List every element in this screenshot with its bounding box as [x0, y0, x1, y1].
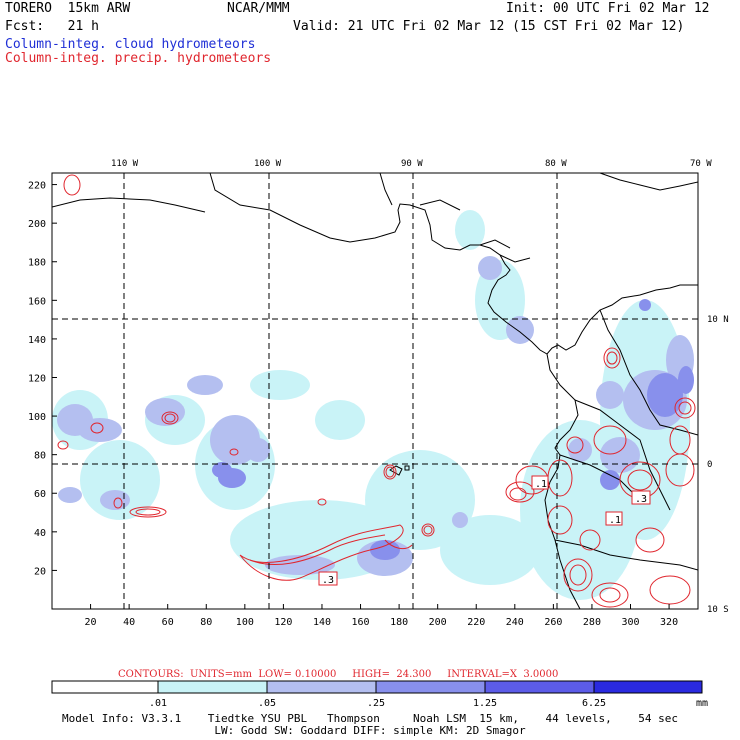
y-tick-label: 200 — [28, 219, 46, 230]
lon-label: 80 W — [545, 159, 567, 169]
legend-swatch — [51, 680, 159, 694]
legend-swatch — [593, 680, 703, 694]
x-tick-label: 20 — [85, 617, 97, 628]
init-time: Init: 00 UTC Fri 02 Mar 12 — [506, 1, 710, 16]
lon-label: 100 W — [254, 159, 282, 169]
x-ticks — [90, 604, 670, 609]
contour-label: .1 — [609, 515, 621, 526]
legend-swatch — [157, 680, 268, 694]
legend-swatch — [375, 680, 486, 694]
y-tick-label: 180 — [28, 258, 46, 269]
contour-labels: .3 .1 .3 .1 — [318, 475, 651, 586]
longitude-labels: 110 W 100 W 90 W 80 W 70 W — [111, 159, 712, 169]
latitude-labels: 10 N 0 10 S — [707, 315, 729, 615]
contour-label: .3 — [322, 575, 334, 586]
model-info-line: Model Info: V3.3.1 Tiedtke YSU PBL Thomp… — [62, 712, 678, 725]
lon-label: 70 W — [690, 159, 712, 169]
x-tick-label: 280 — [583, 617, 601, 628]
y-tick-labels: 220 200 180 160 140 120 100 80 60 40 20 — [28, 181, 46, 578]
y-tick-label: 220 — [28, 181, 46, 192]
x-tick-labels: 20 40 60 80 100 120 140 160 180 200 220 240 260 280 30… — [85, 617, 679, 628]
legend-tick: .01 — [149, 698, 167, 709]
x-tick-label: 140 — [313, 617, 331, 628]
y-tick-label: 80 — [34, 451, 46, 462]
color-legend: .01 .05 .25 1.25 6.25 mm — [51, 680, 708, 709]
precip-field-label: Column-integ. precip. hydrometeors — [5, 51, 272, 66]
forecast-hour: Fcst: 21 h — [5, 19, 99, 34]
legend-swatch — [484, 680, 595, 694]
gridlines — [52, 173, 698, 609]
y-tick-label: 120 — [28, 373, 46, 384]
physics-info-line: LW: Godd SW: Goddard DIFF: simple KM: 2D… — [214, 724, 526, 737]
x-tick-label: 120 — [274, 617, 292, 628]
legend-tick: .25 — [367, 698, 385, 709]
x-tick-label: 60 — [162, 617, 174, 628]
cloud-shading-dark — [212, 299, 694, 560]
contour-label: .1 — [535, 479, 547, 490]
legend-unit: mm — [696, 698, 708, 709]
x-tick-label: 80 — [200, 617, 212, 628]
contour-label: .3 — [635, 494, 647, 505]
lon-label: 90 W — [401, 159, 423, 169]
y-tick-label: 140 — [28, 335, 46, 346]
x-tick-label: 300 — [621, 617, 639, 628]
shading-layer — [52, 210, 694, 600]
x-tick-label: 200 — [429, 617, 447, 628]
x-tick-label: 160 — [352, 617, 370, 628]
x-tick-label: 100 — [236, 617, 254, 628]
coastlines — [52, 173, 698, 609]
valid-time: Valid: 21 UTC Fri 02 Mar 12 (15 CST Fri … — [293, 19, 685, 34]
x-tick-label: 220 — [467, 617, 485, 628]
y-tick-label: 160 — [28, 296, 46, 307]
contour-info: CONTOURS: UNITS=mm LOW= 0.10000 HIGH= 24… — [118, 669, 559, 680]
y-tick-label: 20 — [34, 566, 46, 577]
legend-swatch — [266, 680, 377, 694]
legend-tick: 6.25 — [582, 698, 606, 709]
organization-label: NCAR/MMM — [227, 1, 290, 16]
lat-label: 0 — [707, 460, 712, 470]
x-tick-label: 180 — [390, 617, 408, 628]
map-frame — [51, 172, 699, 610]
lat-label: 10 N — [707, 315, 729, 325]
legend-tick: 1.25 — [473, 698, 497, 709]
model-title: TORERO 15km ARW — [5, 1, 131, 16]
x-tick-label: 40 — [123, 617, 135, 628]
precip-contours — [57, 174, 696, 608]
cloud-field-label: Column-integ. cloud hydrometeors — [5, 37, 256, 52]
lon-label: 110 W — [111, 159, 139, 169]
legend-tick: .05 — [258, 698, 276, 709]
y-tick-label: 100 — [28, 412, 46, 423]
y-tick-label: 40 — [34, 528, 46, 539]
x-tick-label: 260 — [544, 617, 562, 628]
lat-label: 10 S — [707, 605, 729, 615]
y-ticks — [52, 184, 57, 571]
x-tick-label: 240 — [506, 617, 524, 628]
y-tick-label: 60 — [34, 489, 46, 500]
x-tick-label: 320 — [660, 617, 678, 628]
